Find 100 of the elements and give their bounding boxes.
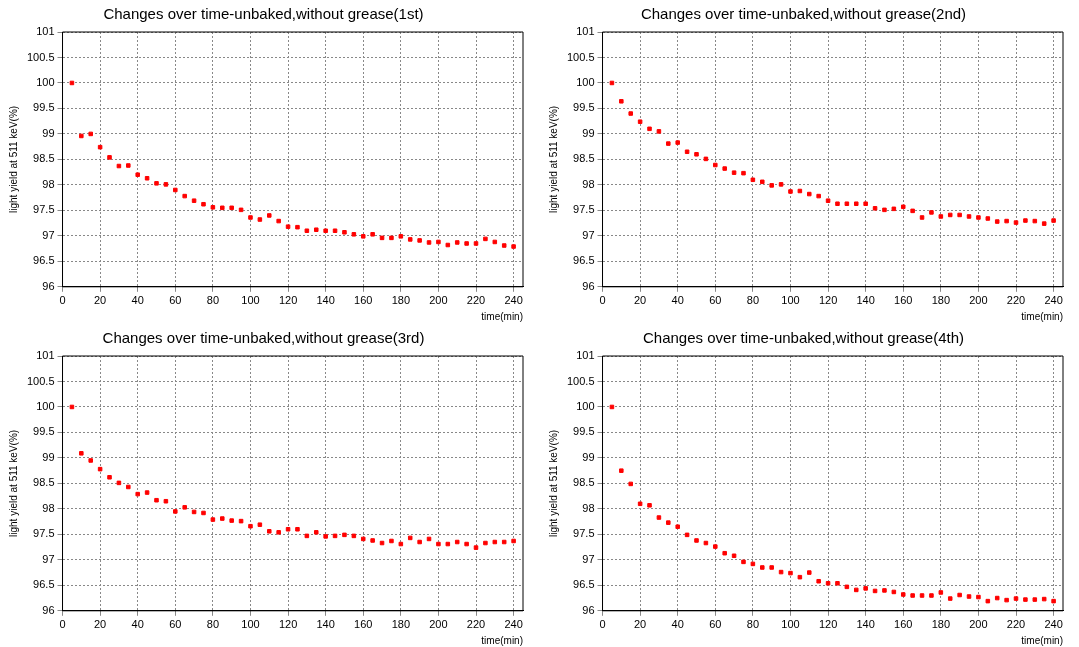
x-axis-title: time(min)	[481, 634, 523, 646]
point	[97, 466, 103, 472]
point	[741, 170, 746, 176]
x-tick-label: 140	[856, 618, 875, 631]
chart-title: Changes over time-unbaked,without grease(2nd)	[640, 5, 967, 23]
point	[445, 242, 451, 248]
y-tick-label: 97.5	[573, 203, 595, 216]
point	[637, 119, 643, 124]
point	[825, 581, 831, 586]
point	[163, 182, 169, 187]
point	[919, 593, 925, 598]
y-tick-label: 98	[42, 501, 55, 514]
point	[267, 213, 272, 218]
point	[464, 241, 469, 246]
point	[976, 594, 981, 600]
point	[985, 216, 991, 221]
point	[154, 181, 159, 186]
point	[144, 490, 150, 495]
x-tick-label: 140	[316, 618, 335, 631]
x-tick-label: 140	[856, 294, 875, 307]
point	[684, 532, 690, 538]
x-axis-title: time(min)	[1021, 310, 1063, 322]
x-tick-label: 200	[429, 618, 448, 631]
y-tick-label: 96.5	[33, 254, 55, 267]
point	[389, 538, 394, 544]
point	[154, 497, 159, 503]
point	[182, 505, 187, 510]
point	[910, 593, 915, 598]
point	[666, 141, 671, 146]
x-tick-label: 0	[59, 618, 66, 631]
point	[445, 541, 451, 547]
point	[248, 523, 253, 529]
y-tick-label: 100	[36, 399, 55, 412]
point	[276, 218, 281, 224]
point	[173, 187, 178, 193]
point	[788, 570, 793, 576]
point	[722, 166, 727, 171]
point	[666, 520, 671, 525]
x-tick-label: 40	[671, 618, 684, 631]
y-tick-label: 96.5	[33, 578, 55, 591]
x-tick-label: 220	[466, 294, 486, 307]
point	[647, 126, 652, 132]
point	[835, 201, 840, 206]
point	[144, 175, 150, 181]
point	[741, 559, 746, 565]
point	[238, 518, 244, 524]
y-tick-label: 98.5	[33, 476, 55, 489]
y-tick-label: 100	[576, 399, 595, 412]
point	[276, 530, 281, 535]
point	[675, 140, 680, 145]
point	[731, 170, 737, 175]
point	[628, 111, 633, 116]
point	[483, 236, 488, 242]
x-tick-label: 120	[818, 618, 838, 631]
x-tick-label: 20	[633, 294, 647, 307]
point	[351, 533, 357, 539]
x-tick-label: 20	[93, 294, 107, 307]
point	[116, 480, 122, 486]
point	[1013, 220, 1019, 225]
y-tick-label: 98.5	[573, 476, 595, 489]
point	[464, 541, 469, 547]
point	[816, 578, 821, 584]
point	[1013, 596, 1019, 601]
y-tick-label: 98	[582, 177, 595, 190]
x-tick-label: 100	[241, 294, 260, 307]
point	[238, 207, 244, 213]
x-tick-label: 40	[131, 294, 144, 307]
point	[304, 533, 310, 539]
x-tick-label: 240	[504, 618, 523, 631]
point	[750, 561, 756, 567]
y-tick-label: 96	[42, 603, 55, 616]
point	[295, 527, 300, 532]
point	[919, 215, 925, 220]
y-tick-label: 99	[42, 450, 55, 463]
y-tick-label: 96	[582, 603, 595, 616]
point	[332, 533, 338, 539]
x-tick-label: 240	[1044, 618, 1063, 631]
x-tick-label: 80	[206, 294, 220, 307]
point	[900, 204, 906, 210]
y-tick-label: 98	[582, 501, 595, 514]
point	[797, 574, 803, 580]
x-tick-label: 100	[241, 618, 260, 631]
point	[778, 182, 784, 187]
y-tick-label: 101	[36, 25, 55, 38]
point	[79, 133, 84, 139]
point	[882, 588, 887, 593]
point	[976, 215, 981, 220]
point	[703, 540, 709, 546]
x-tick-label: 160	[354, 618, 373, 631]
point	[807, 570, 812, 575]
y-tick-label: 100.5	[27, 50, 55, 63]
y-tick-label: 100.5	[567, 374, 595, 387]
y-tick-label: 100.5	[567, 50, 595, 63]
x-axis-title: time(min)	[1021, 634, 1063, 646]
point	[79, 451, 84, 456]
x-tick-label: 80	[206, 618, 220, 631]
y-tick-label: 97.5	[573, 527, 595, 540]
point	[1041, 221, 1047, 226]
x-tick-label: 20	[633, 618, 647, 631]
point	[210, 517, 216, 522]
